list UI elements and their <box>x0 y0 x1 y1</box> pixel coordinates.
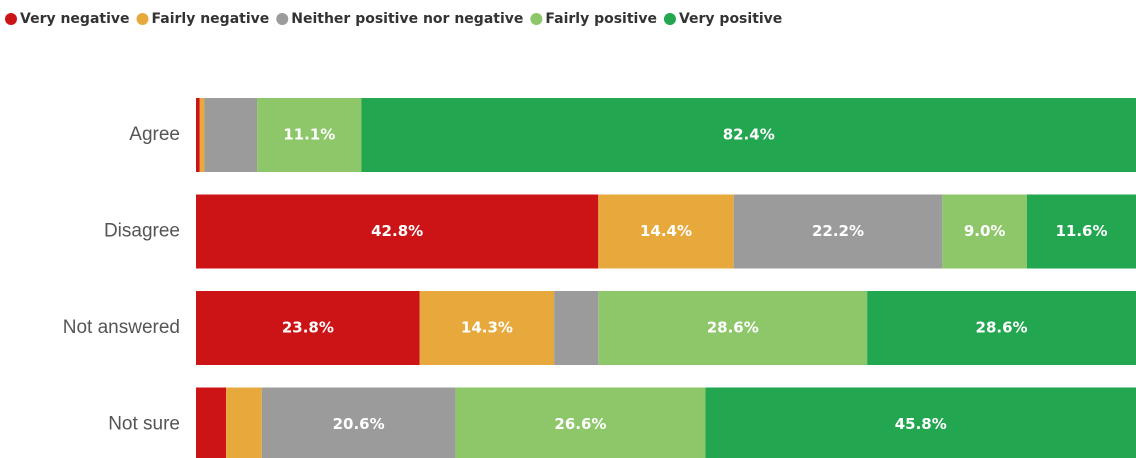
data-label: 11.1% <box>283 126 335 144</box>
bar-segment <box>196 98 200 172</box>
bar-segment <box>598 194 734 269</box>
bar-segment <box>942 194 1027 269</box>
bar-segment <box>226 387 262 458</box>
bar-segment <box>196 194 599 269</box>
data-label: 14.4% <box>640 222 692 240</box>
legend-marker <box>663 13 676 25</box>
bar-segment <box>733 194 943 269</box>
data-label: 28.6% <box>976 319 1028 337</box>
bar-segment <box>1026 194 1136 269</box>
bar-segment <box>196 387 227 458</box>
bar-segment <box>196 291 420 365</box>
data-label: 9.0% <box>964 222 1006 240</box>
legend-marker <box>530 13 543 25</box>
data-label: 14.3% <box>461 319 513 337</box>
category-label: Agree <box>129 124 180 145</box>
data-label: 26.6% <box>554 415 606 433</box>
bar-segment <box>199 98 205 172</box>
legend-label: Fairly negative <box>152 11 270 27</box>
legend-marker <box>136 13 149 25</box>
bar-segment <box>257 98 362 172</box>
bar-segment <box>554 291 599 365</box>
data-label: 28.6% <box>707 319 759 337</box>
bar-segment <box>419 291 555 365</box>
data-label: 22.2% <box>812 222 864 240</box>
legend-label: Fairly positive <box>545 11 657 27</box>
bar-segment <box>204 98 258 172</box>
legend-label: Very negative <box>20 11 130 27</box>
bar-segment <box>598 291 868 365</box>
bar-segment <box>361 98 1136 172</box>
category-label: Not sure <box>108 414 180 435</box>
legend-label: Neither positive nor negative <box>291 11 523 27</box>
data-label: 82.4% <box>723 126 775 144</box>
bar-segment <box>705 387 1136 458</box>
legend-label: Very positive <box>679 11 782 27</box>
data-label: 42.8% <box>371 222 423 240</box>
bar-segment <box>261 387 456 458</box>
legend-marker <box>5 13 17 25</box>
category-label: Disagree <box>104 221 180 242</box>
bar-segment <box>455 387 706 458</box>
data-label: 23.8% <box>282 319 334 337</box>
data-label: 20.6% <box>333 415 385 433</box>
data-label: 45.8% <box>895 415 947 433</box>
data-label: 11.6% <box>1055 222 1107 240</box>
legend-marker <box>276 13 289 25</box>
bar-segment <box>867 291 1136 365</box>
category-label: Not answered <box>63 317 180 338</box>
